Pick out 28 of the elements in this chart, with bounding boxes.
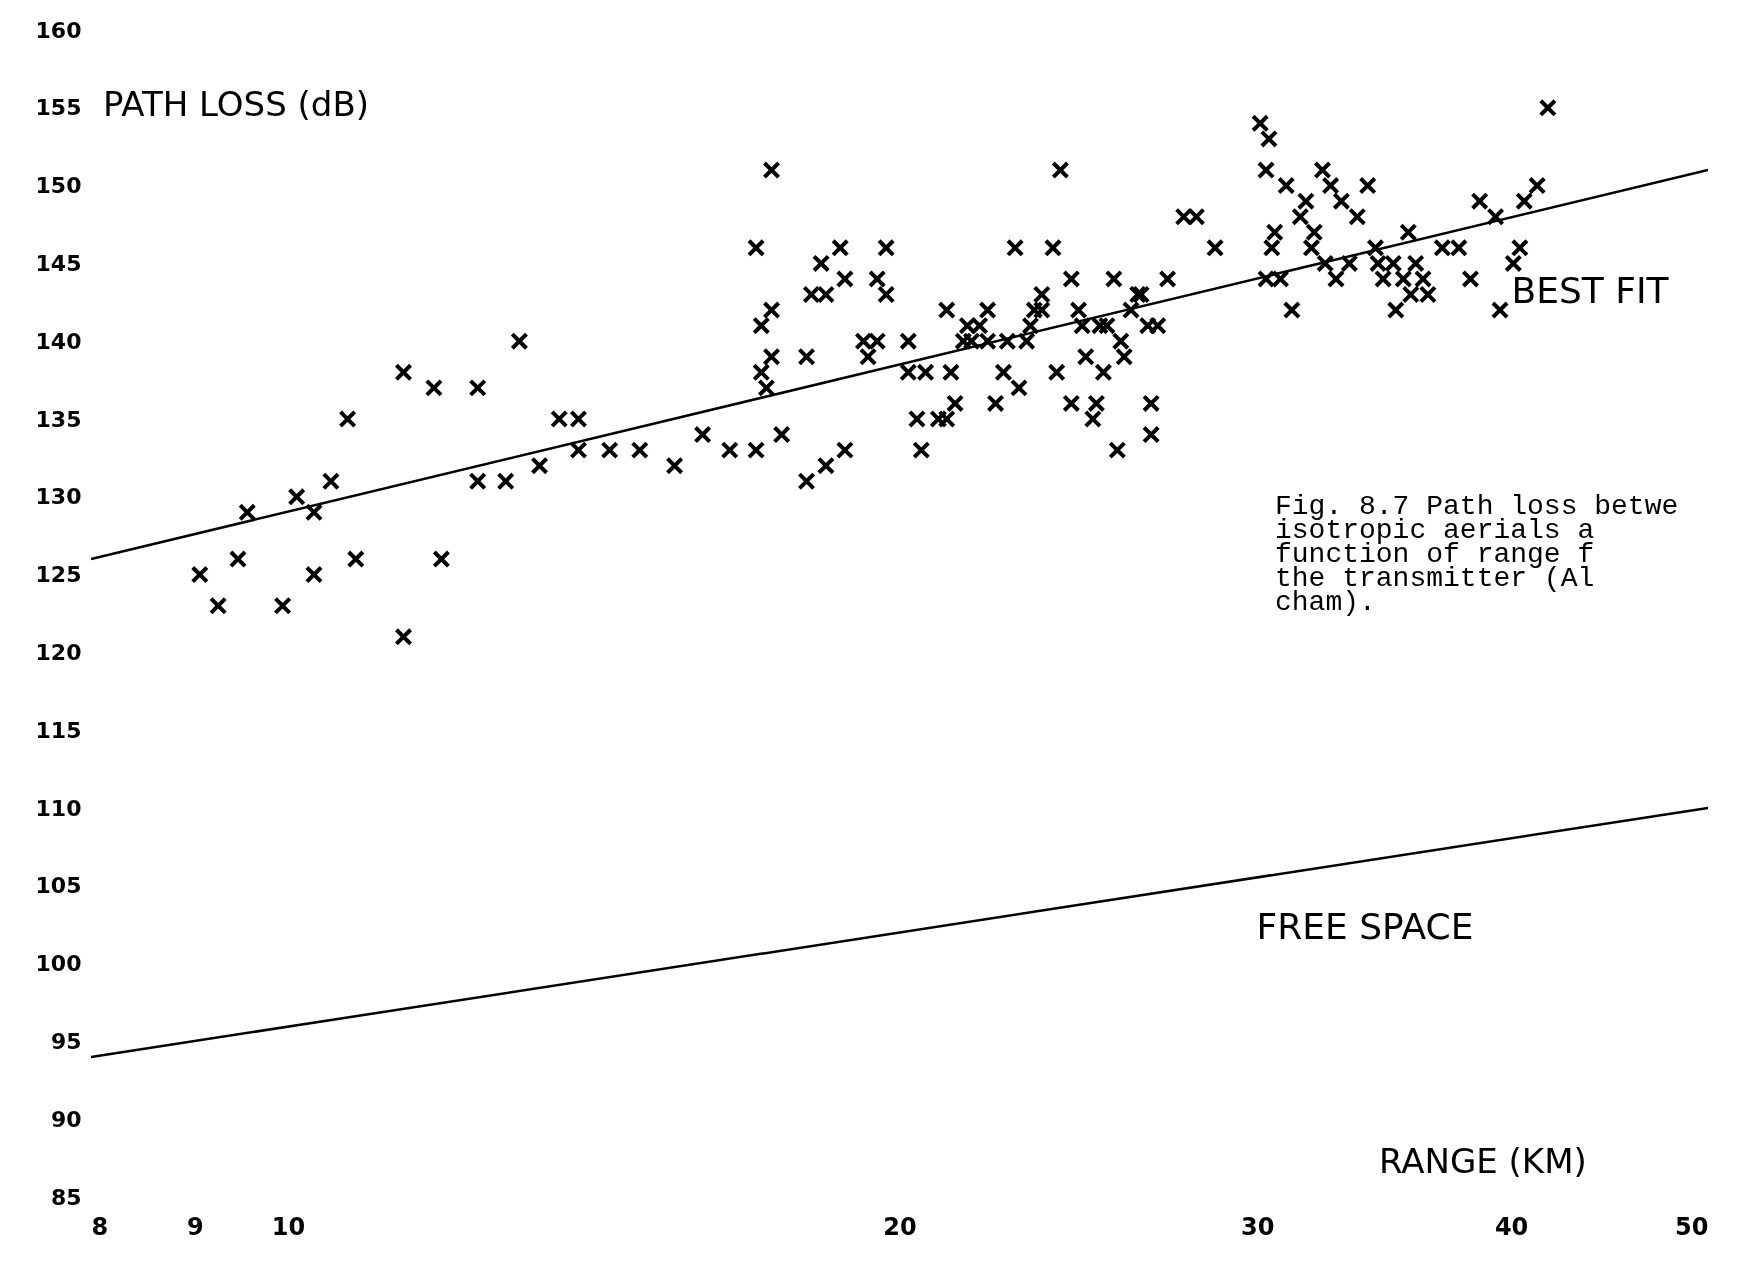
- y-tick-label: 85: [50, 1184, 82, 1210]
- y-tick-label: 90: [50, 1106, 82, 1132]
- y-tick-label: 140: [35, 328, 82, 354]
- y-tick-label: 150: [35, 173, 82, 199]
- x-tick-label: 9: [187, 1212, 204, 1241]
- y-tick-label: 105: [35, 873, 82, 899]
- y-axis-title: PATH LOSS (dB): [103, 84, 369, 124]
- x-tick-label: 50: [1675, 1212, 1709, 1241]
- y-tick-label: 110: [35, 795, 82, 821]
- x-tick-label: 40: [1494, 1212, 1529, 1241]
- y-tick-label: 125: [35, 562, 82, 588]
- x-tick-label: 8: [91, 1212, 109, 1241]
- y-tick-label: 115: [35, 717, 82, 743]
- x-tick-label: 10: [271, 1212, 306, 1241]
- annotation: Fig. 8.7 Path loss betwe isotropic aerials a function of range f the transmitter (Al cham).: [1275, 491, 1679, 618]
- y-tick-label: 120: [35, 639, 82, 665]
- series-label: BEST FIT: [1511, 270, 1670, 312]
- y-tick-label: 160: [35, 17, 82, 43]
- x-tick-label: 30: [1241, 1212, 1275, 1241]
- series-label: FREE SPACE: [1256, 906, 1474, 947]
- y-tick-label: 145: [35, 250, 82, 276]
- y-tick-label: 130: [35, 484, 82, 510]
- x-axis-title: RANGE (KM): [1379, 1141, 1587, 1181]
- y-tick-label: 95: [50, 1028, 82, 1054]
- x-tick-label: 20: [883, 1212, 917, 1241]
- y-tick-label: 100: [35, 951, 82, 977]
- y-tick-label: 155: [35, 95, 82, 121]
- y-tick-label: 135: [35, 406, 82, 432]
